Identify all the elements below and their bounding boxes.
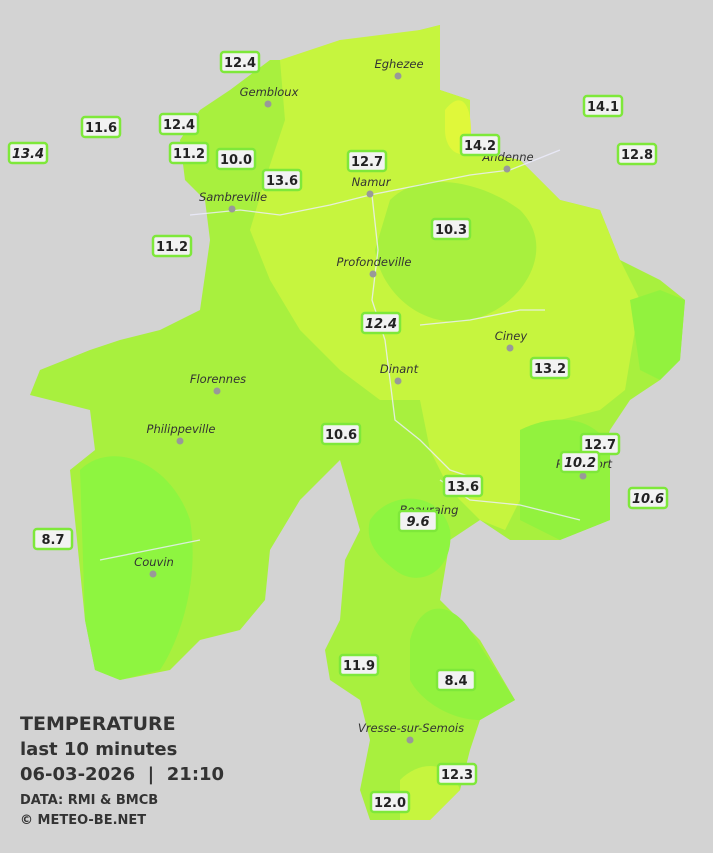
- legend-source: DATA: RMI & BMCB: [20, 793, 158, 808]
- station-box: [529, 356, 571, 380]
- station-box: [320, 422, 362, 446]
- town-dot: [149, 570, 157, 578]
- station-box: [360, 311, 402, 335]
- town-dot: [366, 190, 374, 198]
- town-label: Namur: [352, 175, 392, 189]
- station-box: [32, 527, 74, 551]
- station-value: 10.6: [632, 492, 664, 507]
- town-dot: [394, 377, 402, 385]
- town-dot: [369, 270, 377, 278]
- station-value: 13.6: [447, 480, 479, 495]
- station-value: 11.9: [343, 659, 375, 674]
- station-value: 10.3: [435, 223, 467, 238]
- station-value: 10.2: [564, 456, 596, 471]
- station-box: [158, 112, 200, 136]
- station-value: 12.8: [621, 148, 653, 163]
- town-label: Couvin: [134, 555, 174, 569]
- cold-zone: [410, 608, 515, 720]
- station-value: 11.2: [173, 147, 205, 162]
- town-label: Vresse-sur-Semois: [358, 721, 464, 735]
- station-value: 8.7: [41, 533, 64, 548]
- town-dot: [264, 100, 272, 108]
- station-box: [215, 147, 257, 171]
- town-dot: [213, 387, 221, 395]
- town-label: Eghezee: [374, 57, 423, 71]
- town-label: Profondeville: [337, 255, 412, 269]
- town-label: Ciney: [495, 329, 528, 343]
- town-dot: [406, 736, 414, 744]
- station-value: 12.4: [163, 118, 195, 133]
- station-box: [219, 50, 261, 74]
- town-label: Florennes: [190, 372, 246, 386]
- station-box: [80, 115, 122, 139]
- station-value: 14.1: [587, 100, 619, 115]
- station-value: 11.2: [156, 240, 188, 255]
- station-box: [346, 149, 388, 173]
- legend-title: TEMPERATURE: [20, 713, 176, 735]
- station-value: 14.2: [464, 139, 496, 154]
- station-value: 12.0: [374, 796, 406, 811]
- station-value: 8.4: [444, 674, 467, 689]
- station-value: 10.0: [220, 153, 252, 168]
- legend-credit: © METEO-BE.NET: [20, 813, 146, 828]
- town-dot: [176, 437, 184, 445]
- town-label: Sambreville: [199, 190, 267, 204]
- station-box: [435, 668, 477, 692]
- cold-zone: [630, 290, 685, 380]
- town-dot: [506, 344, 514, 352]
- town-dot: [394, 72, 402, 80]
- town-dot: [228, 205, 236, 213]
- town-dot: [579, 472, 587, 480]
- station-value: 10.6: [325, 428, 357, 443]
- station-value: 11.6: [85, 121, 117, 136]
- station-box: [151, 234, 193, 258]
- station-box: [442, 474, 484, 498]
- station-value: 12.7: [351, 155, 383, 170]
- legend-datetime: 06-03-2026 | 21:10: [20, 764, 224, 785]
- station-box: [261, 168, 303, 192]
- station-value: 12.4: [365, 317, 397, 332]
- cold-zone: [80, 456, 193, 680]
- station-box: [616, 142, 658, 166]
- town-label: Gembloux: [240, 85, 299, 99]
- station-box: [436, 762, 478, 786]
- station-value: 12.7: [584, 438, 616, 453]
- town-dot: [503, 165, 511, 173]
- station-value: 13.4: [12, 147, 44, 162]
- town-label: Dinant: [380, 362, 419, 376]
- station-value: 9.6: [406, 515, 429, 530]
- station-box: [7, 141, 49, 165]
- town-label: Philippeville: [147, 422, 216, 436]
- cool-zone: [375, 181, 537, 322]
- station-box: [430, 217, 472, 241]
- station-box: [397, 509, 439, 533]
- station-value: 13.6: [266, 174, 298, 189]
- station-value: 13.2: [534, 362, 566, 377]
- station-value: 12.4: [224, 56, 256, 71]
- station-box: [559, 450, 601, 474]
- station-value: 12.3: [441, 768, 473, 783]
- station-box: [338, 653, 380, 677]
- station-box: [627, 486, 669, 510]
- station-box: [369, 790, 411, 814]
- legend-subtitle: last 10 minutes: [20, 739, 177, 760]
- station-box: [582, 94, 624, 118]
- station-box: [168, 141, 210, 165]
- station-box: [459, 133, 501, 157]
